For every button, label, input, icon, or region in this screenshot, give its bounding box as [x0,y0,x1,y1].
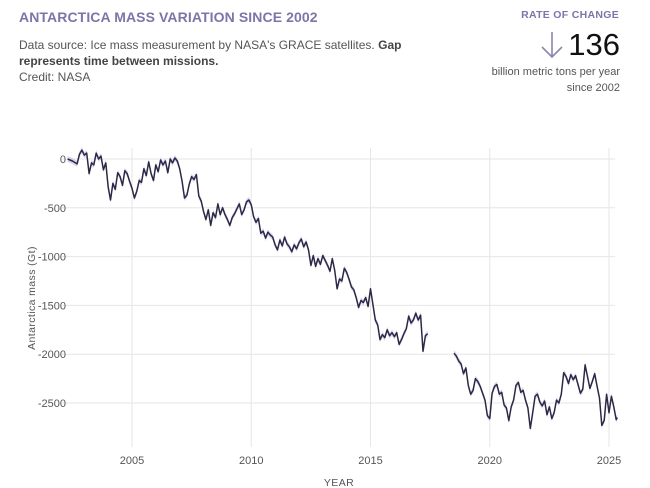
gap-note-text: Gap represents time between missions. [19,38,402,68]
mass-series-line [453,352,618,430]
y-tick-label: -2500 [38,398,66,410]
x-tick-label: 2015 [358,455,382,467]
y-tick-label: -500 [44,203,66,215]
x-tick-label: 2025 [597,455,621,467]
x-axis-title: YEAR [324,477,354,488]
rate-of-change-unit: billion metric tons per year since 2002 [491,66,620,94]
rate-of-change-value-row: 136 [540,26,620,64]
uncertainty-band [67,147,428,355]
rate-of-change-label: RATE OF CHANGE [521,9,619,21]
chart-title: ANTARCTICA MASS VARIATION SINCE 2002 [19,9,318,25]
y-tick-label: -1500 [38,300,66,312]
x-tick-label: 2005 [120,455,144,467]
arrow-down-icon [541,32,563,59]
y-tick-label: -2000 [38,349,66,361]
data-source-text: Data source: Ice mass measurement by NAS… [19,38,375,52]
y-tick-label: 0 [60,154,66,166]
rate-of-change-value: 136 [568,27,620,62]
x-tick-label: 2020 [478,455,502,467]
mass-series-line [67,149,429,353]
credit-text: Credit: NASA [19,70,91,84]
x-tick-label: 2010 [239,455,263,467]
chart-description: Data source: Ice mass measurement by NAS… [19,37,439,85]
uncertainty-band [454,350,618,432]
y-tick-label: -1000 [38,252,66,264]
y-axis-title: Antarctica mass (Gt) [26,246,38,350]
